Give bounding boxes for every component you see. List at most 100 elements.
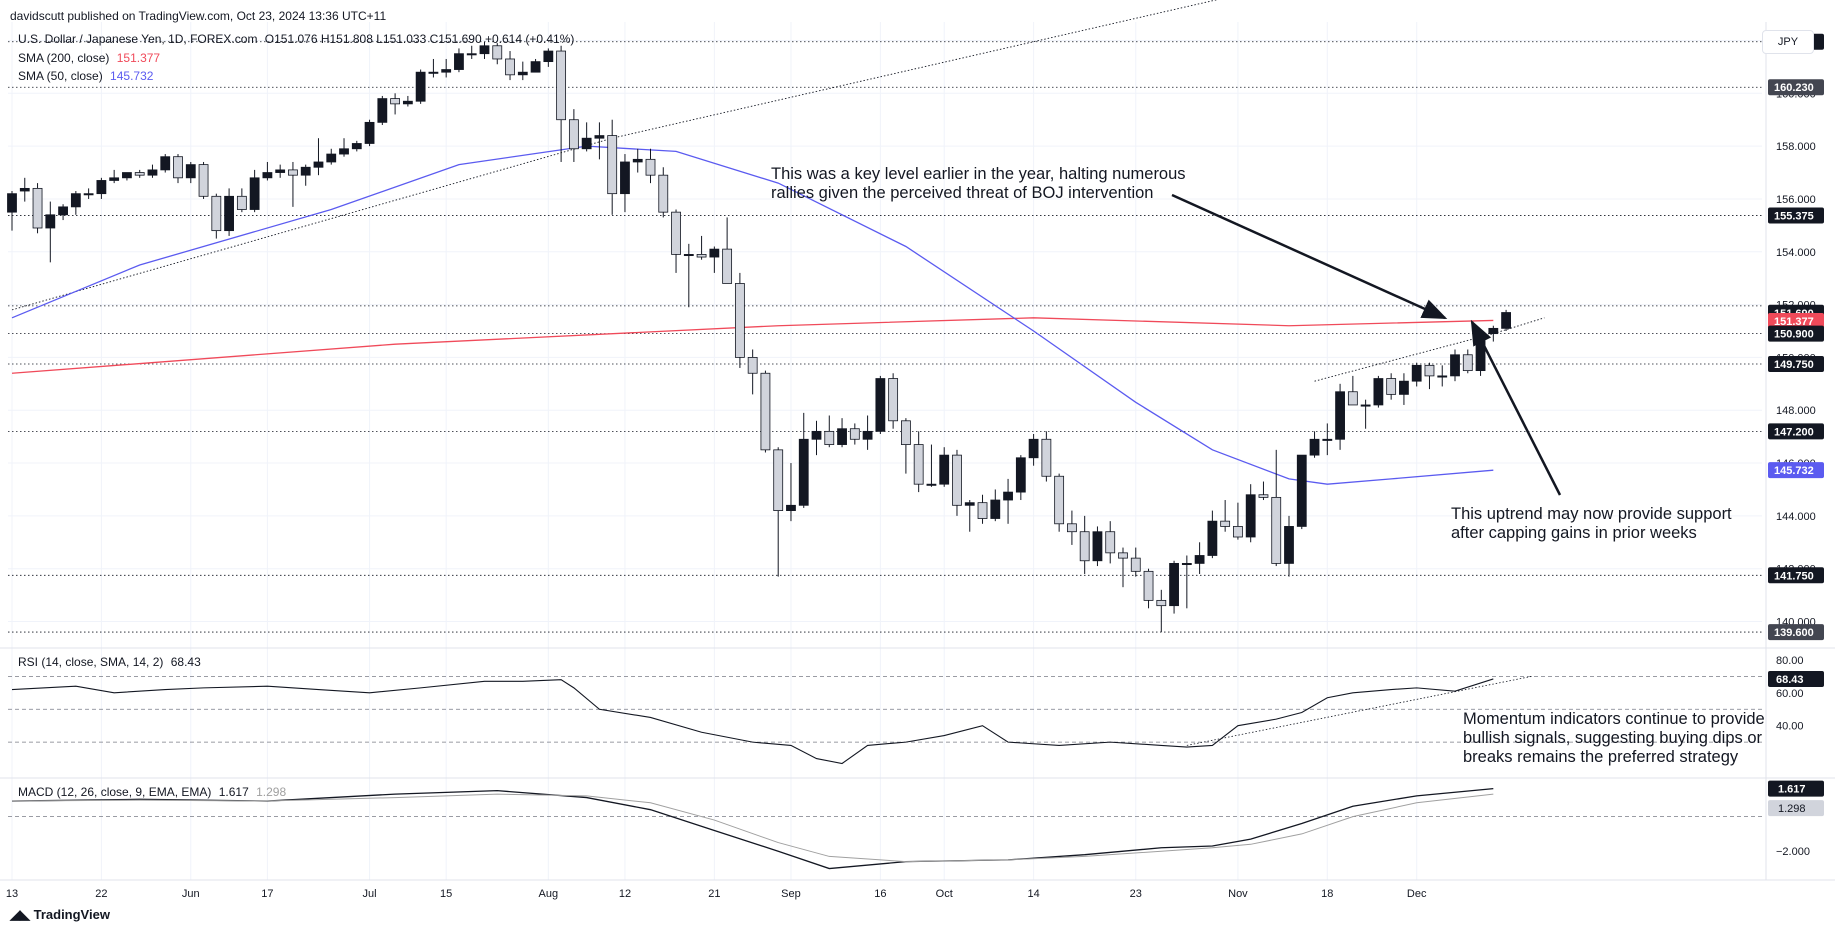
- candle-body: [1245, 494, 1256, 538]
- candle-body: [1220, 520, 1231, 527]
- price-tick-label: 156.000: [1776, 194, 1816, 206]
- candle-body: [173, 156, 183, 179]
- candle-body: [1322, 438, 1333, 441]
- candle-body: [1130, 557, 1141, 572]
- candle-body: [824, 430, 835, 445]
- rsi-value: 68.43: [170, 655, 201, 669]
- candle-body: [926, 483, 937, 486]
- candle-body: [1079, 531, 1090, 562]
- candle-body: [1411, 364, 1422, 382]
- footer-label: TradingView: [33, 907, 110, 922]
- candle-body: [505, 58, 515, 76]
- macd-legend[interactable]: MACD (12, 26, close, 9, EMA, EMA) 1.617 …: [18, 785, 286, 799]
- sma200-price-label-box: [1768, 313, 1824, 330]
- time-tick-label: 15: [440, 888, 452, 900]
- time-tick-label: 22: [95, 888, 107, 900]
- momentum-annotation-line-1: Momentum indicators continue to provide: [1463, 710, 1765, 728]
- candle-body: [696, 254, 707, 258]
- candle-body: [364, 121, 375, 144]
- trendline: [11, 0, 1218, 311]
- arrow-to-uptrend: [1470, 319, 1562, 496]
- candle-body: [147, 169, 158, 176]
- candle-body: [198, 164, 209, 197]
- price-tick-label: 154.000: [1776, 247, 1816, 259]
- time-axis[interactable]: 13 22 Jun 17 Jul 15 Aug 12 21 Sep 16 Oct 14 23 Nov 18 De…: [6, 888, 1427, 900]
- candle-body: [7, 193, 17, 213]
- candle-body: [58, 206, 68, 216]
- annotation-arrows: [1171, 193, 1562, 496]
- candle-body: [1054, 475, 1065, 525]
- candle-body: [1169, 563, 1179, 607]
- price-tick-label: 158.000: [1776, 141, 1816, 153]
- price-label: 160.230: [1774, 82, 1814, 94]
- candle-body: [211, 195, 222, 232]
- candle-body: [977, 502, 988, 519]
- candle-body: [1488, 327, 1499, 335]
- boj-annotation-line-2: rallies given the perceived threat of BO…: [771, 184, 1154, 202]
- candle-body: [901, 420, 911, 445]
- candle-body: [1118, 552, 1128, 559]
- moving-averages: [11, 145, 1494, 485]
- macd-label: MACD (12, 26, close, 9, EMA, EMA): [18, 785, 212, 799]
- time-tick-label: 23: [1130, 888, 1142, 900]
- tradingview-logo[interactable]: ◢◣ TradingView: [10, 907, 110, 923]
- time-tick-label: 13: [6, 888, 18, 900]
- macd-line: [11, 787, 1494, 870]
- candle-body: [645, 158, 656, 176]
- pane-separators: [0, 22, 1835, 881]
- candle-body: [1335, 391, 1345, 440]
- candle-body: [888, 378, 899, 422]
- time-tick-label: 18: [1321, 888, 1333, 900]
- arrow-to-resistance: [1171, 193, 1448, 320]
- candle-body: [1028, 438, 1039, 459]
- sma50-legend[interactable]: SMA (50, close) 145.732: [18, 69, 153, 83]
- candle-body: [351, 143, 362, 150]
- time-tick-label: Jun: [182, 888, 200, 900]
- price-label-box: [1768, 423, 1824, 440]
- currency-button[interactable]: JPY: [1762, 30, 1814, 54]
- candle-body: [939, 454, 950, 485]
- candle-body: [160, 156, 171, 171]
- time-tick-label: 21: [708, 888, 720, 900]
- candle-body: [1156, 599, 1167, 607]
- candle-body: [683, 254, 694, 257]
- candle-body: [1067, 523, 1077, 533]
- sma200-legend[interactable]: SMA (200, close) 151.377: [18, 51, 160, 65]
- price-tick-label: 144.000: [1776, 511, 1816, 523]
- rsi-value-box: [1768, 670, 1824, 687]
- rsi-legend[interactable]: RSI (14, close, SMA, 14, 2) 68.43: [18, 655, 201, 669]
- signal-line: [11, 793, 1494, 863]
- candle-body: [990, 499, 1001, 519]
- candle-body: [19, 187, 30, 192]
- rsi-pane: [8, 675, 1762, 765]
- price-label: 149.750: [1774, 359, 1814, 371]
- candle-body: [1424, 364, 1435, 377]
- candle-body: [786, 504, 796, 511]
- time-tick-label: Dec: [1407, 888, 1427, 900]
- rsi-tick-label: 40.00: [1776, 721, 1804, 733]
- candle-body: [568, 119, 579, 150]
- candle-body: [275, 169, 286, 173]
- candle-body: [543, 50, 554, 63]
- price-axis[interactable]: 140.000142.000144.000146.000148.000150.0…: [1768, 33, 1824, 858]
- symbol-legend[interactable]: U.S. Dollar / Japanese Yen, 1D, FOREX.co…: [18, 32, 574, 46]
- time-tick-label: 16: [874, 888, 886, 900]
- candle-body: [709, 248, 720, 258]
- signal-value: 1.298: [256, 785, 287, 799]
- sma50-price-label-box: [1768, 462, 1824, 479]
- sma50-price-label: 145.732: [1774, 465, 1814, 477]
- candle-body: [109, 177, 120, 181]
- candle-body: [1347, 391, 1358, 406]
- candle-body: [773, 449, 784, 511]
- time-tick-label: Jul: [363, 888, 377, 900]
- candle-body: [1501, 312, 1511, 329]
- candle-body: [415, 71, 426, 102]
- sma200-value: 151.377: [116, 51, 161, 65]
- time-tick-label: Oct: [936, 888, 953, 900]
- candle-body: [1258, 494, 1269, 498]
- boj-annotation-line-1: This was a key level earlier in the year…: [771, 165, 1186, 183]
- sma200-label: SMA (200, close): [18, 51, 110, 65]
- price-label: 155.375: [1774, 210, 1814, 222]
- price-label: 150.900: [1774, 329, 1814, 341]
